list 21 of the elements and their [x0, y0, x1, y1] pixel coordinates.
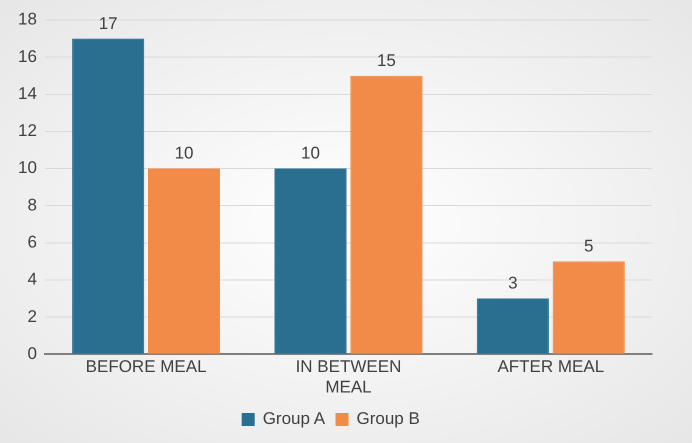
y-tick-label: 8	[27, 195, 37, 214]
x-tick-label: IN BETWEEN MEAL	[296, 357, 402, 396]
y-tick-label: 10	[18, 158, 37, 178]
x-tick-label: AFTER MEAL	[497, 357, 604, 376]
y-tick-label: 0	[27, 344, 37, 363]
y-tick-label: 18	[18, 10, 37, 29]
data-label: 10	[174, 144, 194, 163]
legend-label: Group A	[262, 409, 326, 428]
data-label: 3	[508, 274, 518, 293]
y-tick-label: 12	[18, 121, 37, 140]
data-label: 10	[301, 144, 320, 163]
legend-label: Group B	[356, 409, 420, 428]
y-tick-label: 6	[27, 232, 37, 252]
x-tick-label: BEFORE MEAL	[86, 357, 207, 376]
y-tick-label: 2	[27, 306, 37, 326]
y-tick-label: 4	[27, 270, 37, 289]
data-label: 17	[98, 14, 118, 33]
y-tick-label: 16	[18, 46, 37, 66]
y-tick-label: 14	[18, 84, 37, 103]
data-label: 5	[584, 236, 594, 256]
data-label: 15	[376, 50, 396, 70]
